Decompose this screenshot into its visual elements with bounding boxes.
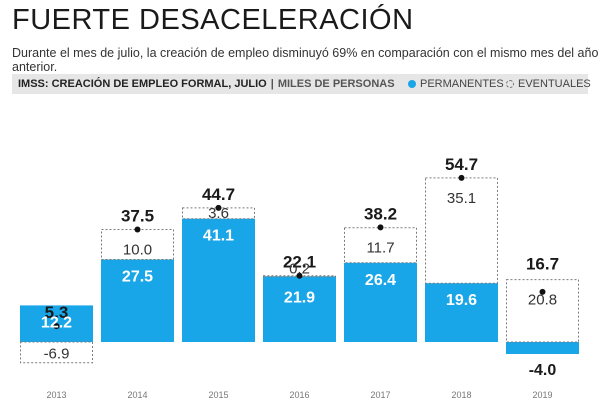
header-band: IMSS: CREACIÓN DE EMPLEO FORMAL, JULIO | M…	[12, 74, 591, 94]
year-label-2017: 2017	[370, 390, 390, 400]
perm-label-2015: 41.1	[203, 228, 234, 245]
total-label-2016: 22.1	[283, 253, 316, 272]
bar-permanentes-2015	[182, 218, 255, 342]
chart-title: FUERTE DESACELERACIÓN	[12, 4, 414, 36]
year-label-2016: 2016	[289, 390, 309, 400]
total-dot-2018	[458, 174, 465, 181]
chart-subtitle: Durante el mes de julio, la creación de …	[12, 46, 599, 74]
event-label-2017: 11.7	[366, 240, 394, 257]
legend-swatch-eventuales	[506, 80, 514, 88]
total-dot-2016	[296, 272, 303, 279]
total-dot-2019	[539, 288, 546, 295]
bar-eventuales-2013	[20, 341, 93, 364]
year-label-2018: 2018	[451, 390, 471, 400]
perm-label-2017: 26.4	[365, 272, 396, 289]
bar-permanentes-2014	[101, 259, 174, 342]
event-label-2019: 20.8	[528, 292, 557, 309]
legend-permanentes: PERMANENTES	[408, 74, 504, 94]
event-label-2013: -6.9	[44, 346, 70, 363]
total-label-2017: 38.2	[364, 204, 397, 223]
total-dot-2017	[377, 224, 384, 231]
perm-label-2013: 12.2	[41, 314, 72, 331]
event-label-2016: 0.2	[289, 261, 310, 278]
perm-label-2019: -4.0	[529, 362, 557, 379]
bar-permanentes-2017	[344, 262, 417, 342]
total-dot-2014	[134, 226, 141, 233]
bar-eventuales-2019	[506, 279, 579, 343]
legend-swatch-permanentes	[408, 80, 416, 88]
perm-label-2014: 27.5	[122, 269, 153, 286]
total-dot-2015	[215, 204, 222, 211]
source-label-group: IMSS: CREACIÓN DE EMPLEO FORMAL, JULIO | M…	[18, 74, 395, 94]
source-label: IMSS: CREACIÓN DE EMPLEO FORMAL, JULIO	[18, 78, 267, 90]
total-label-2018: 54.7	[445, 155, 478, 174]
legend-label-eventuales: EVENTUALES	[518, 78, 591, 90]
total-label-2019: 16.7	[526, 255, 559, 274]
event-label-2014: 10.0	[123, 242, 152, 259]
bar-permanentes-2018	[425, 283, 498, 342]
units-label: MILES DE PERSONAS	[277, 78, 395, 90]
bar-permanentes-2019	[506, 342, 579, 354]
year-label-2014: 2014	[127, 390, 147, 400]
total-label-2015: 44.7	[202, 185, 235, 204]
bar-permanentes-2016	[263, 276, 336, 342]
perm-label-2016: 21.9	[284, 289, 315, 306]
perm-label-2018: 19.6	[446, 292, 477, 309]
legend-eventuales: EVENTUALES	[506, 74, 591, 94]
event-label-2015: 3.6	[208, 205, 229, 222]
total-label-2013: 5.3	[45, 303, 69, 322]
year-label-2015: 2015	[208, 390, 228, 400]
event-label-2018: 35.1	[447, 190, 476, 207]
separator: |	[270, 78, 274, 90]
total-label-2014: 37.5	[121, 207, 154, 226]
year-label-2013: 2013	[46, 390, 66, 400]
legend-label-permanentes: PERMANENTES	[420, 78, 504, 90]
total-dot-2013	[53, 323, 60, 330]
year-label-2019: 2019	[532, 390, 552, 400]
